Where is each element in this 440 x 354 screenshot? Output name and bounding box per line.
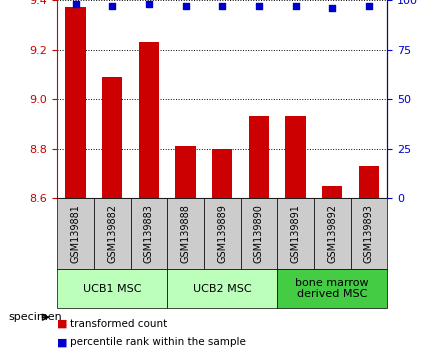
Point: [292, 3, 299, 9]
Bar: [102, 77, 122, 198]
Point: [219, 3, 226, 9]
Bar: [212, 149, 232, 198]
Text: GSM139890: GSM139890: [254, 204, 264, 263]
Text: transformed count: transformed count: [70, 319, 168, 329]
Text: GSM139883: GSM139883: [144, 204, 154, 263]
Point: [72, 1, 79, 7]
Bar: [176, 146, 196, 198]
Point: [109, 3, 116, 9]
Text: GSM139893: GSM139893: [364, 204, 374, 263]
Text: UCB1 MSC: UCB1 MSC: [83, 284, 141, 293]
Bar: [322, 186, 342, 198]
Point: [365, 3, 372, 9]
Text: ■: ■: [57, 319, 68, 329]
Point: [255, 3, 262, 9]
Point: [329, 5, 336, 11]
Text: GSM139891: GSM139891: [290, 204, 301, 263]
Bar: [286, 116, 306, 198]
Bar: [66, 7, 86, 198]
Text: UCB2 MSC: UCB2 MSC: [193, 284, 252, 293]
Text: GSM139888: GSM139888: [180, 204, 191, 263]
Point: [182, 3, 189, 9]
Text: ■: ■: [57, 337, 68, 348]
Text: GSM139882: GSM139882: [107, 204, 117, 263]
Text: percentile rank within the sample: percentile rank within the sample: [70, 337, 246, 348]
Point: [145, 1, 152, 7]
Bar: [359, 166, 379, 198]
Bar: [139, 42, 159, 198]
Bar: [249, 116, 269, 198]
Text: GSM139881: GSM139881: [70, 204, 81, 263]
Text: bone marrow
derived MSC: bone marrow derived MSC: [295, 278, 369, 299]
Text: GSM139889: GSM139889: [217, 204, 227, 263]
Text: specimen: specimen: [9, 312, 62, 322]
Text: GSM139892: GSM139892: [327, 204, 337, 263]
